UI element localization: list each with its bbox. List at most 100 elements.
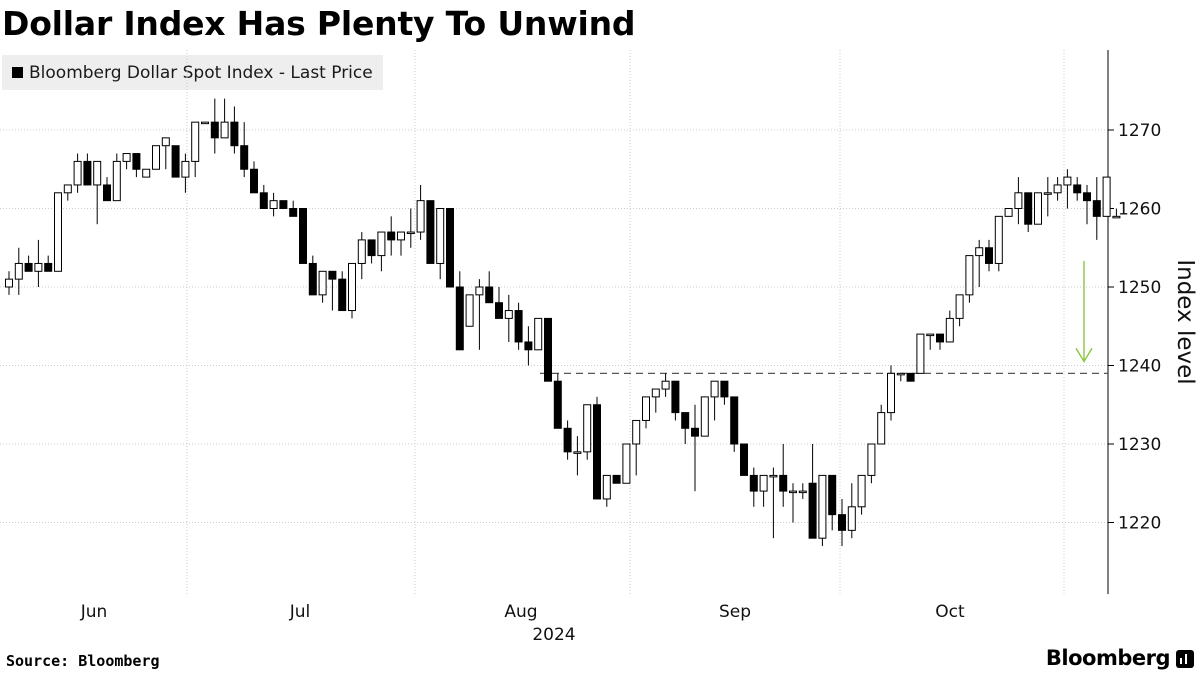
candle-body xyxy=(161,137,170,147)
candle-body xyxy=(749,474,758,492)
candle-body xyxy=(1014,192,1023,210)
candle-body xyxy=(475,286,484,296)
candle-body xyxy=(259,192,268,210)
candle-body xyxy=(63,184,72,194)
candle-body xyxy=(524,341,533,351)
brand-logo: Bloomberg xyxy=(1045,646,1171,670)
candle-body xyxy=(122,153,131,162)
candle-body xyxy=(583,404,592,453)
y-tick-label: 1250 xyxy=(1118,278,1161,298)
candle-body xyxy=(544,317,552,382)
candle-body xyxy=(220,121,229,139)
candle-body xyxy=(44,262,53,272)
candle-body xyxy=(877,412,886,445)
x-year-label: 2024 xyxy=(532,625,575,645)
candle-body xyxy=(1034,192,1042,225)
candle-body xyxy=(1024,192,1033,225)
x-tick-label: Sep xyxy=(719,602,751,622)
candle-body xyxy=(406,231,415,235)
candle-body xyxy=(142,168,151,178)
candle-body xyxy=(73,160,82,186)
arrow-head xyxy=(1075,347,1093,363)
candle-body xyxy=(602,474,611,500)
x-tick-label: Aug xyxy=(504,602,537,622)
candle-body xyxy=(798,490,807,494)
candle-body xyxy=(936,333,944,343)
candle-body xyxy=(504,310,513,319)
candle-body xyxy=(455,286,464,351)
candle-body xyxy=(426,200,435,264)
candle-body xyxy=(994,215,1003,264)
x-tick-label: Jun xyxy=(80,602,108,622)
source-note: Source: Bloomberg xyxy=(6,652,160,670)
y-tick-label: 1270 xyxy=(1118,121,1161,141)
candle-body xyxy=(710,380,719,398)
candle-body xyxy=(896,372,905,376)
candle-body xyxy=(171,145,180,178)
candle-body xyxy=(730,396,739,445)
y-axis-label: Index level xyxy=(1172,259,1198,384)
candle-body xyxy=(1083,192,1091,202)
candle-body xyxy=(1063,176,1072,186)
candle-body xyxy=(24,262,33,272)
candle-body xyxy=(93,160,102,186)
candle-body xyxy=(436,208,445,264)
candle-body xyxy=(916,333,925,374)
candle-body xyxy=(240,145,249,170)
candle-body xyxy=(5,278,13,288)
candle-body xyxy=(955,294,964,319)
candle-body xyxy=(681,412,690,429)
candle-body xyxy=(769,474,778,478)
candle-body xyxy=(720,380,729,398)
candle-body xyxy=(759,474,768,492)
candle-body xyxy=(1004,208,1013,217)
candle-body xyxy=(485,286,494,304)
candle-body xyxy=(34,262,43,272)
candle-body xyxy=(1112,215,1121,219)
candle-body xyxy=(279,200,288,209)
y-tick-label: 1220 xyxy=(1118,514,1161,534)
candle-body xyxy=(83,160,92,186)
candle-body xyxy=(740,443,748,476)
bloomberg-bars-icon xyxy=(1176,650,1194,668)
candle-body xyxy=(671,380,680,414)
candle-body xyxy=(112,160,121,202)
candle-body xyxy=(132,153,141,170)
candle-body xyxy=(700,396,709,437)
candle-body xyxy=(1073,184,1082,194)
candle-body xyxy=(348,262,356,312)
candle-body xyxy=(308,262,317,296)
y-tick-label: 1230 xyxy=(1118,435,1161,455)
candle-body xyxy=(906,372,915,382)
candle-body xyxy=(828,474,837,516)
candle-body xyxy=(191,121,200,162)
candle-body xyxy=(181,160,190,178)
candle-body xyxy=(250,168,258,194)
candle-body xyxy=(328,270,337,280)
candle-body xyxy=(779,474,788,492)
y-tick-label: 1240 xyxy=(1118,357,1161,377)
candle-body xyxy=(495,302,503,319)
candle-body xyxy=(975,247,984,257)
candle-body xyxy=(593,404,601,500)
candle-body xyxy=(838,514,846,531)
chart-legend: Bloomberg Dollar Spot Index - Last Price xyxy=(2,55,383,90)
candle-body xyxy=(691,427,699,437)
candle-body xyxy=(338,278,347,312)
candle-body xyxy=(642,396,650,421)
candle-body xyxy=(465,294,474,327)
candle-body xyxy=(397,231,405,241)
candle-body xyxy=(14,262,23,280)
candle-body xyxy=(632,419,641,445)
candle-body xyxy=(985,247,993,264)
candle-body xyxy=(1102,176,1111,217)
candle-body xyxy=(857,474,866,508)
candle-body xyxy=(357,239,366,264)
candle-body xyxy=(789,490,797,494)
candle-body xyxy=(416,200,425,233)
candle-body xyxy=(514,310,523,343)
candle-body xyxy=(534,317,543,351)
y-tick-label: 1260 xyxy=(1118,200,1161,220)
candle-body xyxy=(54,192,62,272)
candle-body xyxy=(563,427,572,453)
